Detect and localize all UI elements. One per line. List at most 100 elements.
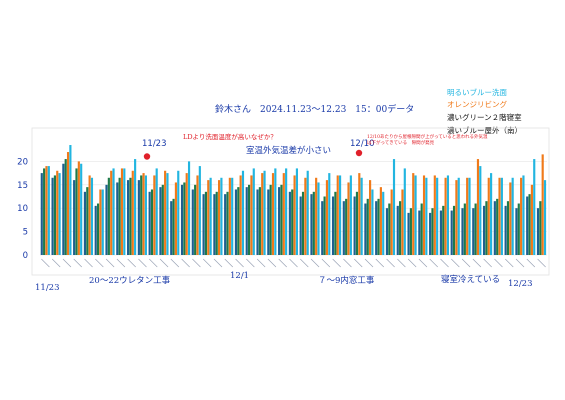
bar-outdoor bbox=[224, 194, 227, 255]
x-tick-mark bbox=[418, 258, 428, 268]
bar-outdoor bbox=[385, 208, 389, 255]
bar-outdoor bbox=[94, 205, 97, 255]
bottom-label-start: 11/23 bbox=[35, 283, 60, 293]
bar-living bbox=[401, 189, 404, 255]
bar-washroom bbox=[263, 170, 266, 255]
bottom-label-end: 12/23 bbox=[508, 279, 533, 289]
bar-washroom bbox=[47, 166, 50, 255]
bar-washroom bbox=[144, 175, 147, 255]
x-tick-mark bbox=[321, 258, 331, 268]
bar-outdoor bbox=[51, 177, 54, 255]
bar-bedroom bbox=[312, 191, 315, 255]
bar-bedroom bbox=[258, 187, 261, 255]
bar-living bbox=[412, 173, 415, 255]
x-tick-mark bbox=[364, 258, 374, 268]
bar-bedroom bbox=[64, 159, 67, 255]
bar-washroom bbox=[306, 170, 309, 255]
bar-bedroom bbox=[517, 203, 520, 255]
bar-living bbox=[530, 184, 533, 255]
bar-outdoor bbox=[267, 189, 270, 255]
bar-living bbox=[56, 170, 59, 255]
bar-living bbox=[336, 175, 339, 255]
bar-outdoor bbox=[40, 173, 43, 255]
bar-washroom bbox=[123, 168, 126, 255]
bar-bedroom bbox=[161, 184, 164, 255]
bar-outdoor bbox=[159, 187, 162, 255]
legend-living: オレンジリビング bbox=[447, 100, 507, 109]
bar-outdoor bbox=[493, 201, 496, 255]
bar-bedroom bbox=[345, 198, 348, 255]
annotation-small-diff: 室温外気温差が小さい bbox=[246, 146, 332, 156]
x-tick-mark bbox=[267, 258, 277, 268]
bar-living bbox=[250, 175, 253, 255]
bar-living bbox=[88, 175, 91, 255]
bar-bedroom bbox=[409, 208, 412, 255]
bar-washroom bbox=[468, 177, 471, 255]
bar-bedroom bbox=[194, 184, 197, 255]
bar-washroom bbox=[328, 173, 331, 255]
bar-washroom bbox=[101, 189, 104, 255]
bar-bedroom bbox=[269, 184, 272, 255]
bar-bedroom bbox=[43, 168, 46, 255]
bar-bedroom bbox=[150, 189, 154, 255]
bar-bedroom bbox=[118, 177, 121, 255]
x-tick-mark bbox=[278, 258, 287, 268]
bar-bedroom bbox=[53, 175, 56, 255]
page-title: 鈴木さん 2024.11.23〜12.23 15：00データ bbox=[215, 105, 415, 115]
bar-washroom bbox=[490, 173, 493, 255]
bar-outdoor bbox=[278, 187, 281, 255]
x-tick-mark bbox=[472, 258, 482, 268]
x-tick-mark bbox=[300, 258, 309, 268]
bar-washroom bbox=[382, 191, 385, 255]
bar-outdoor bbox=[342, 201, 345, 255]
bottom-label-window: ７〜9内窓工事 bbox=[318, 276, 375, 286]
bar-outdoor bbox=[364, 203, 367, 255]
bar-washroom bbox=[457, 177, 460, 255]
annotation-dec10-note: 12/10あたりから屋根隙間が上がっていると思われる外気温は下がってきている 隙… bbox=[367, 135, 488, 146]
bar-outdoor bbox=[73, 180, 76, 255]
bar-bedroom bbox=[366, 198, 369, 255]
legend-washroom: 明るいブルー洗面 bbox=[447, 88, 507, 97]
x-tick-mark bbox=[149, 258, 158, 268]
bar-bedroom bbox=[539, 201, 542, 255]
bar-outdoor bbox=[482, 205, 486, 255]
bar-living bbox=[476, 159, 480, 255]
x-tick-mark bbox=[537, 258, 546, 268]
bar-outdoor bbox=[288, 191, 291, 255]
bar-bedroom bbox=[280, 184, 283, 255]
x-tick-mark bbox=[127, 258, 136, 268]
x-tick-mark bbox=[95, 258, 104, 268]
x-tick-mark bbox=[170, 258, 180, 268]
bar-outdoor bbox=[180, 184, 184, 255]
bar-living bbox=[164, 170, 167, 255]
bar-washroom bbox=[198, 166, 201, 255]
bar-living bbox=[45, 166, 48, 255]
bar-washroom bbox=[338, 175, 342, 255]
bar-washroom bbox=[511, 177, 514, 255]
bar-washroom bbox=[187, 161, 191, 255]
bar-living bbox=[293, 175, 296, 255]
bar-bedroom bbox=[485, 201, 488, 255]
bar-washroom bbox=[403, 168, 406, 255]
x-tick-mark bbox=[483, 258, 492, 268]
plot-frame bbox=[31, 127, 550, 276]
bar-washroom bbox=[241, 170, 245, 255]
bar-washroom bbox=[155, 168, 158, 255]
x-tick-mark bbox=[159, 258, 169, 268]
bar-outdoor bbox=[504, 205, 507, 255]
bar-outdoor bbox=[116, 182, 119, 255]
bar-washroom bbox=[295, 168, 299, 255]
bar-living bbox=[77, 161, 80, 255]
legend-bedroom: 濃いグリーン２階寝室 bbox=[447, 113, 522, 122]
bar-outdoor bbox=[407, 212, 410, 255]
bar-washroom bbox=[371, 189, 374, 255]
bar-living bbox=[390, 189, 393, 255]
x-tick-mark bbox=[41, 258, 50, 268]
bar-outdoor bbox=[299, 196, 302, 255]
y-tick-label: 5 bbox=[23, 228, 28, 238]
bar-living bbox=[369, 180, 372, 255]
bar-bedroom bbox=[420, 203, 423, 255]
bar-bedroom bbox=[172, 198, 175, 255]
